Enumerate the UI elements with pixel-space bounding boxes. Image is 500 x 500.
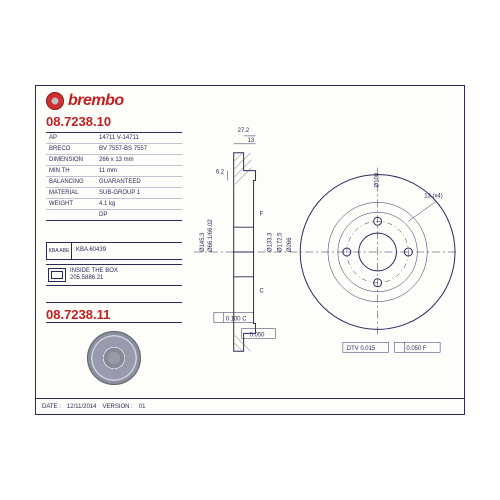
part-number-alt: 08.7238.11: [46, 302, 182, 322]
svg-text:F: F: [260, 211, 264, 217]
kba-row: KBA ABE KBA 60439: [46, 242, 182, 260]
brand-name: brembo: [68, 92, 124, 110]
svg-text:0.050 F: 0.050 F: [406, 346, 427, 352]
spec-table: AP14711 V-14711 BRECOBV 7557-BS 7557 DIM…: [46, 132, 182, 221]
brand-header: brembo: [46, 92, 124, 110]
front-view: Ø108 13 (x4) DTV 0.015 0.050 F: [300, 168, 455, 353]
inside-box-row: INSIDE THE BOX 205.5886.21: [46, 264, 182, 286]
svg-text:Ø66.1/66.02: Ø66.1/66.02: [208, 219, 214, 252]
svg-text:6.2: 6.2: [216, 170, 224, 176]
engineering-drawing: 27.2 13 6.2 Ø145.3 Ø66.1/66.02 Ø133.3 Ø1…: [194, 116, 456, 388]
kba-badge-icon: KBA ABE: [46, 242, 72, 260]
svg-text:DTV 0.015: DTV 0.015: [347, 346, 376, 352]
disc-photo-icon: [87, 331, 141, 385]
table-row: DIMENSION266 x 13 mm: [46, 155, 182, 166]
svg-text:Ø145.3: Ø145.3: [200, 232, 206, 252]
svg-text:Ø108: Ø108: [375, 172, 381, 187]
svg-text:27.2: 27.2: [238, 128, 250, 134]
date-label: DATE :: [42, 404, 61, 410]
svg-text:Ø266: Ø266: [287, 237, 293, 252]
part-number-main: 08.7238.10: [46, 114, 111, 131]
svg-text:13: 13: [248, 138, 255, 144]
table-row: WEIGHT4.1 kg: [46, 199, 182, 210]
kba-value: KBA 60439: [72, 242, 182, 260]
brembo-logo-icon: [46, 92, 64, 110]
svg-text:0.050: 0.050: [250, 332, 266, 338]
table-row: AP14711 V-14711: [46, 133, 182, 144]
product-thumbnail: [46, 322, 182, 392]
table-row: BALANCINGGUARANTEED: [46, 177, 182, 188]
footer: DATE : 12/11/2014 VERSION : 01: [36, 398, 464, 414]
table-row: MATERIALSUB-GROUP 1: [46, 188, 182, 199]
date-value: 12/11/2014: [67, 404, 97, 410]
table-row: BRECOBV 7557-BS 7557: [46, 144, 182, 155]
section-view: 27.2 13 6.2 Ø145.3 Ø66.1/66.02 Ø133.3 Ø1…: [200, 128, 293, 351]
box-icon: [48, 268, 66, 282]
svg-text:13 (x4): 13 (x4): [424, 193, 443, 199]
svg-text:C: C: [260, 289, 265, 295]
svg-text:0.100 C: 0.100 C: [226, 316, 248, 322]
version-value: 01: [139, 404, 146, 410]
svg-text:Ø172.5: Ø172.5: [277, 232, 283, 252]
inside-box-text: INSIDE THE BOX 205.5886.21: [70, 268, 118, 282]
svg-text:Ø133.3: Ø133.3: [267, 232, 273, 252]
table-row: DP: [46, 210, 182, 220]
drawing-sheet: brembo 08.7238.10 AP14711 V-14711 BRECOB…: [35, 85, 465, 415]
table-row: MIN TH11 mm: [46, 166, 182, 177]
version-label: VERSION :: [102, 404, 132, 410]
